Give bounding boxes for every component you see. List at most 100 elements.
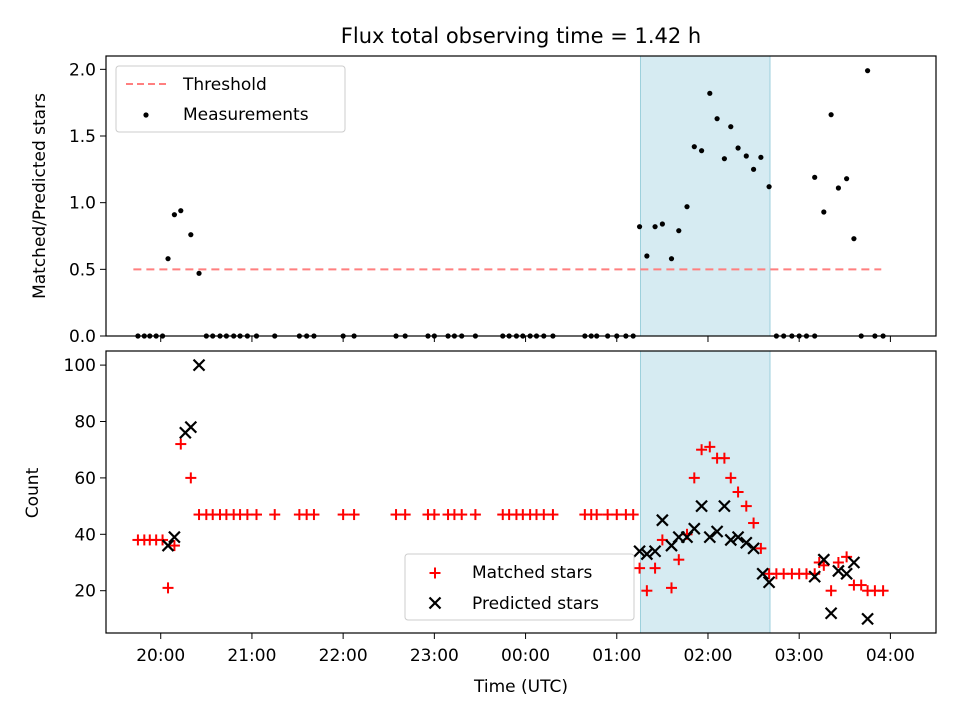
bottom-x-tick-label: 20:00 <box>136 646 185 666</box>
bottom-x-tick-label: 23:00 <box>410 646 459 666</box>
bottom-plot-area <box>132 350 889 634</box>
matched-star-point <box>755 542 767 554</box>
measurement-point <box>821 209 827 215</box>
legend-predicted-label: Predicted stars <box>472 594 599 614</box>
bottom-shaded-span <box>639 350 771 634</box>
bottom-x-tick-label: 21:00 <box>227 646 276 666</box>
legend-x-glyph <box>428 596 442 610</box>
matched-star-point <box>337 509 349 521</box>
matched-star-point <box>688 472 700 484</box>
legend-threshold-label: Threshold <box>182 75 267 95</box>
top-axes: 0.00.51.01.52.0 Matched/Predicted stars … <box>30 55 937 347</box>
measurement-point <box>652 224 658 230</box>
top-x-ticks <box>160 336 891 342</box>
predicted-star-point <box>832 564 845 578</box>
matched-star-point <box>718 452 730 464</box>
bottom-x-tick-label: 02:00 <box>683 646 732 666</box>
top-legend-box <box>115 65 346 133</box>
matched-star-point <box>641 585 653 597</box>
top-y-tick-label: 0.0 <box>69 327 96 347</box>
matched-star-point <box>157 534 169 546</box>
matched-star-point <box>348 509 360 521</box>
measurement-point <box>165 256 171 262</box>
measurement-point <box>659 221 665 227</box>
matched-star-point <box>818 559 830 571</box>
measurement-point <box>707 90 713 96</box>
predicted-star-point <box>847 556 861 569</box>
predicted-star-point <box>861 612 874 626</box>
legend-plus-glyph <box>429 567 441 579</box>
measurement-point <box>676 228 682 234</box>
top-y-tick-label: 1.5 <box>69 127 96 147</box>
predicted-star-point <box>840 567 853 581</box>
series-matched-stars <box>132 438 889 597</box>
predicted-star-point <box>762 575 776 589</box>
bottom-axes: 20 40 60 80 100 20:00 21:00 22:00 23:00 00:00 01:… <box>23 350 937 697</box>
measurement-point <box>758 154 764 160</box>
matched-star-point <box>250 509 262 521</box>
matched-star-point <box>399 509 411 521</box>
matched-star-point <box>627 509 639 521</box>
bottom-legend: Matched stars Predicted stars <box>404 553 635 621</box>
matched-star-point <box>704 441 716 453</box>
measurement-point <box>668 256 675 262</box>
matched-star-point <box>673 554 685 566</box>
predicted-star-point <box>747 542 760 555</box>
bottom-legend-box <box>404 553 635 621</box>
top-legend: Threshold Measurements <box>115 65 346 133</box>
matched-star-point <box>855 579 867 591</box>
bottom-x-tick-label: 22:00 <box>319 646 368 666</box>
predicted-star-point <box>740 536 753 550</box>
predicted-star-point <box>724 533 738 547</box>
measurement-point <box>728 124 734 130</box>
predicted-star-point <box>640 547 654 561</box>
top-axes-frame <box>105 55 937 337</box>
predicted-star-point <box>808 570 821 583</box>
bottom-y-axis-label: Count <box>23 467 43 518</box>
predicted-star-point <box>824 606 838 620</box>
matched-star-point <box>725 472 737 484</box>
bottom-axes-frame <box>105 350 937 634</box>
measurement-point <box>743 153 749 159</box>
matched-star-point <box>656 534 668 546</box>
matched-star-point <box>168 540 180 552</box>
measurement-point <box>691 144 697 150</box>
bottom-y-tick-label: 60 <box>74 469 96 489</box>
measurement-point <box>188 232 194 238</box>
predicted-star-point <box>656 513 669 527</box>
matched-star-point <box>649 562 661 574</box>
measurement-point <box>684 204 690 210</box>
bottom-x-tick-label: 04:00 <box>866 646 915 666</box>
matched-star-point <box>665 582 677 594</box>
predicted-star-point <box>168 530 181 544</box>
predicted-star-point <box>633 544 646 558</box>
bottom-x-tick-label: 01:00 <box>592 646 641 666</box>
matched-star-point <box>841 551 853 563</box>
predicted-star-point <box>688 522 701 535</box>
predicted-star-point <box>817 553 831 566</box>
predicted-star-point <box>192 358 206 372</box>
matched-star-point <box>825 585 837 597</box>
matched-star-point <box>469 509 481 521</box>
measurement-point <box>171 212 178 218</box>
measurement-point <box>721 156 727 162</box>
measurement-point <box>750 166 757 172</box>
bottom-y-tick-label: 100 <box>64 356 96 376</box>
measurement-point <box>698 148 705 154</box>
matched-star-point <box>634 562 646 574</box>
matched-star-point <box>740 500 752 512</box>
matched-star-point <box>732 486 744 498</box>
predicted-star-point <box>718 499 731 513</box>
bottom-y-tick-label: 80 <box>74 413 96 433</box>
measurement-point <box>644 253 650 259</box>
matched-star-point <box>591 509 603 521</box>
matched-star-point <box>696 444 708 456</box>
matched-star-point <box>269 509 281 521</box>
predicted-star-point <box>184 420 198 434</box>
bottom-x-tick-label: 00:00 <box>501 646 550 666</box>
chart-title: Flux total observing time = 1.42 h <box>341 24 701 48</box>
measurement-point <box>835 185 842 191</box>
predicted-star-point <box>703 530 717 544</box>
top-y-ticks: 0.0 0.5 1.0 1.5 2.0 <box>69 60 106 347</box>
